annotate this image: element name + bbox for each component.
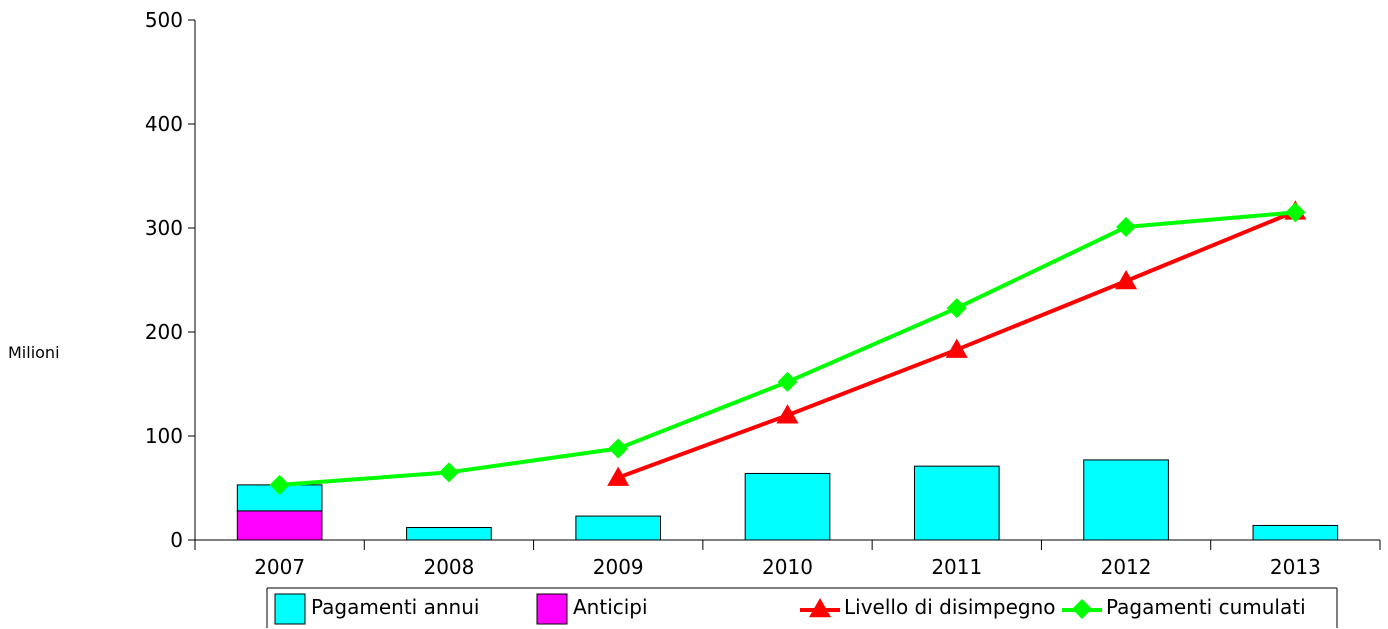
bar-pagamenti-annui-2011 [913, 465, 1000, 541]
bar-pagamenti-annui-2008 [406, 527, 492, 541]
legend-label-anticipi: Anticipi [573, 595, 648, 619]
point-pagamenti-cumulati-2007 [269, 474, 290, 495]
axes-layer: 0 100 200 300 400 500 2007 2008 2009 2010 2011 2012… [145, 8, 1381, 579]
legend-marker-livello-di-disimpegno [809, 598, 831, 618]
point-pagamenti-cumulati-2010 [777, 371, 798, 392]
point-livello-di-disimpegno-2012 [1115, 270, 1138, 290]
point-pagamenti-cumulati-2009 [608, 438, 629, 459]
bar-anticipi-2007 [236, 510, 323, 541]
y-tick-label: 100 [145, 424, 183, 448]
y-tick-label: 500 [145, 8, 183, 32]
lines-layer [269, 200, 1307, 495]
point-livello-di-disimpegno-2009 [607, 466, 630, 486]
y-tick-label: 400 [145, 112, 183, 136]
legend-label-livello-di-disimpegno: Livello di disimpegno [844, 595, 1055, 619]
y-axis-label: Milioni [8, 343, 60, 362]
x-tick-label: 2011 [931, 555, 982, 579]
legend-label-pagamenti-cumulati: Pagamenti cumulati [1106, 595, 1306, 619]
y-tick-label: 200 [145, 320, 183, 344]
legend-label-pagamenti-annui: Pagamenti annui [311, 595, 479, 619]
point-pagamenti-cumulati-2011 [946, 298, 967, 319]
bar-pagamenti-annui-2009 [575, 515, 662, 541]
point-pagamenti-cumulati-2013 [1285, 202, 1306, 223]
point-pagamenti-cumulati-2012 [1116, 216, 1137, 237]
point-pagamenti-cumulati-2008 [438, 462, 459, 483]
x-tick-label: 2009 [593, 555, 644, 579]
legend-marker-pagamenti-cumulati [1072, 599, 1092, 619]
legend: Pagamenti annui Anticipi Livello di disimp… [266, 587, 1338, 628]
x-tick-label: 2008 [423, 555, 474, 579]
bars-layer [236, 459, 1339, 541]
point-livello-di-disimpegno-2011 [945, 338, 968, 358]
y-tick-label: 300 [145, 216, 183, 240]
x-tick-label: 2013 [1270, 555, 1321, 579]
x-tick-label: 2012 [1101, 555, 1152, 579]
bar-pagamenti-annui-2010 [744, 472, 831, 541]
x-tick-label: 2010 [762, 555, 813, 579]
point-livello-di-disimpegno-2010 [776, 404, 799, 424]
bar-pagamenti-annui-2013 [1252, 524, 1339, 541]
legend-swatch-anticipi [536, 593, 568, 625]
legend-swatch-pagamenti-annui [274, 593, 306, 625]
x-tick-label: 2007 [254, 555, 305, 579]
line-pagamenti-cumulati [279, 210, 1296, 487]
bar-pagamenti-annui-2012 [1083, 459, 1169, 541]
y-tick-label: 0 [170, 528, 183, 552]
